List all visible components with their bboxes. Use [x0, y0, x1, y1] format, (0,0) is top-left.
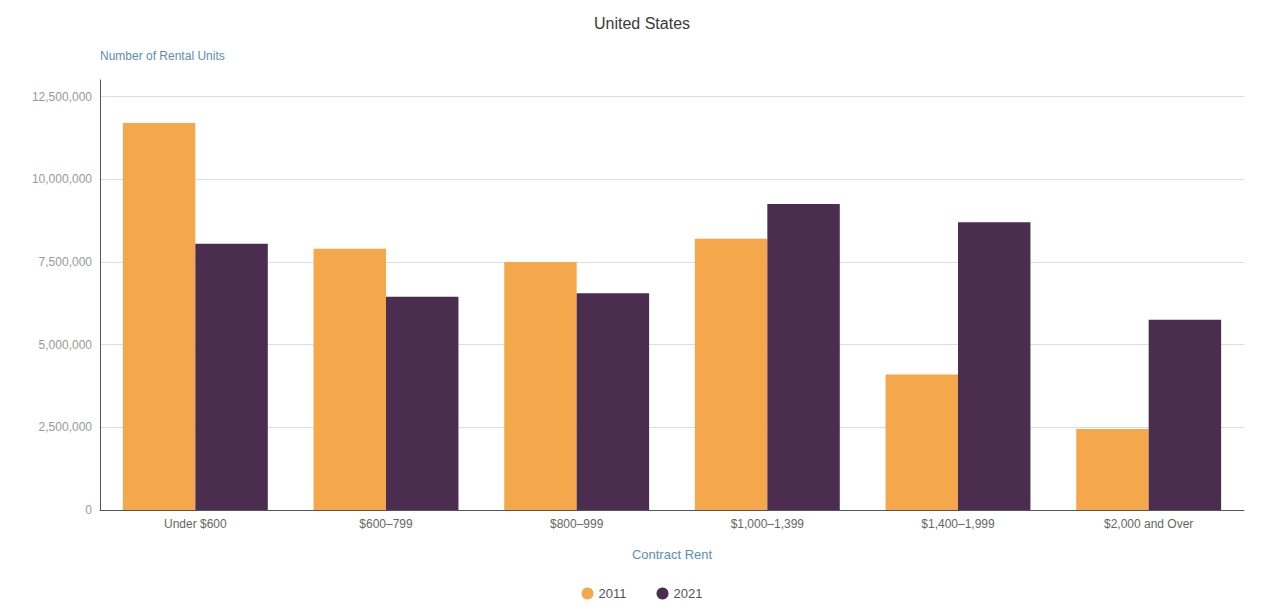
svg-text:Under $600: Under $600: [164, 517, 227, 531]
svg-text:$1,000–1,399: $1,000–1,399: [731, 517, 805, 531]
svg-text:5,000,000: 5,000,000: [39, 338, 93, 352]
svg-text:$2,000 and Over: $2,000 and Over: [1104, 517, 1193, 531]
svg-text:10,000,000: 10,000,000: [32, 172, 92, 186]
svg-text:Number of Rental Units: Number of Rental Units: [100, 49, 225, 63]
svg-text:7,500,000: 7,500,000: [39, 255, 93, 269]
svg-text:12,500,000: 12,500,000: [32, 90, 92, 104]
svg-text:0: 0: [85, 503, 92, 517]
svg-text:2,500,000: 2,500,000: [39, 420, 93, 434]
svg-text:$600–799: $600–799: [359, 517, 413, 531]
svg-text:2011: 2011: [599, 586, 627, 601]
svg-text:United States: United States: [594, 15, 690, 32]
svg-text:2021: 2021: [674, 586, 703, 601]
svg-text:$800–999: $800–999: [550, 517, 604, 531]
svg-text:$1,400–1,999: $1,400–1,999: [921, 517, 995, 531]
svg-text:Contract Rent: Contract Rent: [632, 547, 713, 562]
